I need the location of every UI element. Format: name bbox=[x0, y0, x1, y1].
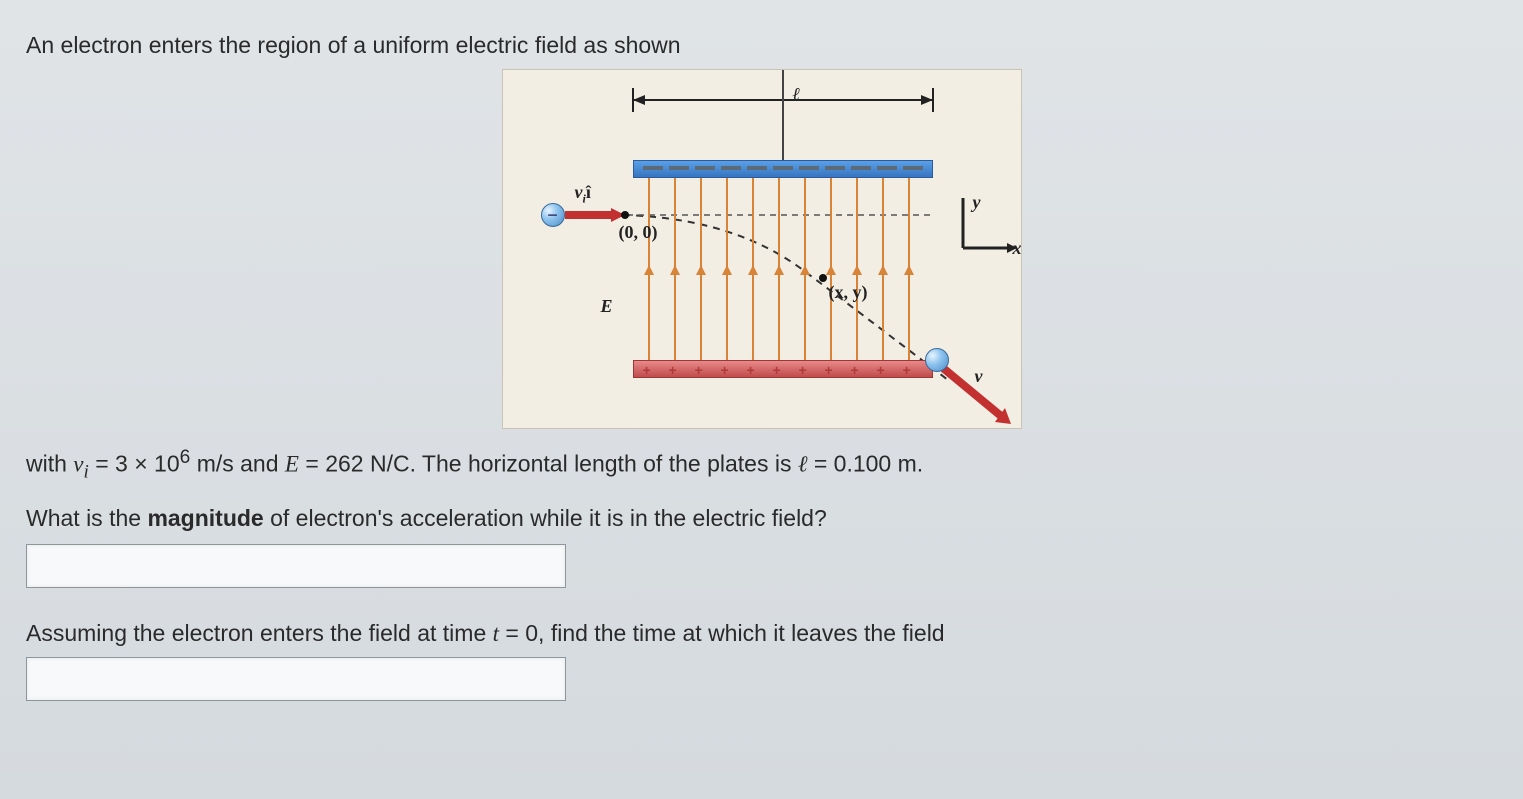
given-values-line: with vi = 3 × 106 m/s and E = 262 N/C. T… bbox=[26, 447, 1497, 483]
answer-input-2[interactable] bbox=[26, 657, 566, 701]
question-page: An electron enters the region of a unifo… bbox=[0, 0, 1523, 799]
vi-equals: = 3 × 10 bbox=[89, 451, 180, 477]
v-exit-label: v⃗ bbox=[975, 366, 997, 387]
physics-diagram: − +++++++++++ ℓ viî (0, 0) E⃗ (x, y) v⃗ … bbox=[502, 69, 1022, 429]
answer-input-1[interactable] bbox=[26, 544, 566, 588]
intro-text: An electron enters the region of a unifo… bbox=[26, 32, 1497, 59]
e-value: = 262 N/C. The horizontal length of the … bbox=[299, 451, 798, 477]
q2-prefix: Assuming the electron enters the field a… bbox=[26, 620, 493, 646]
bottom-plate-positive bbox=[633, 360, 933, 378]
vi-exponent: 6 bbox=[180, 447, 191, 468]
vi-label: viî bbox=[575, 182, 591, 207]
x-axis-label: x bbox=[1013, 238, 1022, 259]
q1-prefix: What is the bbox=[26, 505, 147, 531]
q1-rest: of electron's acceleration while it is i… bbox=[264, 505, 827, 531]
y-axis-label: y bbox=[973, 192, 981, 213]
electron-exit bbox=[925, 348, 949, 372]
ell-symbol: ℓ bbox=[798, 452, 808, 477]
xy-label: (x, y) bbox=[829, 282, 868, 303]
question-2-text: Assuming the electron enters the field a… bbox=[26, 620, 1497, 647]
e-field-label: E⃗ bbox=[601, 296, 627, 317]
ell-label: ℓ bbox=[793, 84, 801, 105]
vi-unit: m/s and bbox=[190, 451, 285, 477]
q2-rest: , find the time at which it leaves the f… bbox=[538, 620, 945, 646]
electron-entry: − bbox=[541, 203, 565, 227]
q1-bold: magnitude bbox=[147, 505, 263, 531]
vi-symbol: v bbox=[73, 452, 83, 477]
given-prefix: with bbox=[26, 451, 73, 477]
ell-value: = 0.100 m. bbox=[807, 451, 923, 477]
question-1-text: What is the magnitude of electron's acce… bbox=[26, 505, 1497, 532]
q2-t-eq: = 0 bbox=[499, 620, 538, 646]
e-symbol: E bbox=[285, 452, 299, 477]
origin-label: (0, 0) bbox=[619, 222, 658, 243]
